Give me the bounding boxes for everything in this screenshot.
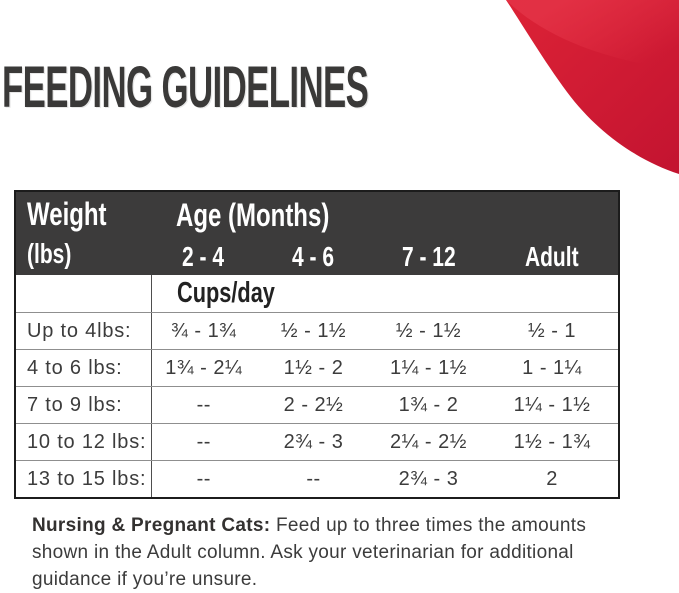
weight-header-cell: Weight (lbs) <box>15 191 151 275</box>
feeding-guidelines-table: Weight (lbs) Age (Months) 2 - 4 4 - 6 7 … <box>14 190 621 499</box>
amount-cell: 1¼ - 1½ <box>371 349 486 387</box>
units-row-empty-cell <box>15 275 151 313</box>
amount-cell: ¾ - 1¾ <box>150 312 256 350</box>
amount-cell: 2¾ - 3 <box>398 467 459 490</box>
units-label-cell: Cups/day <box>150 275 620 313</box>
units-row: Cups/day <box>15 275 620 313</box>
weight-range-label: 4 to 6 lbs: <box>15 349 151 387</box>
amount-cell: 1¼ - 1½ <box>486 386 620 424</box>
table-row: 10 to 12 lbs: -- 2¾ - 3 2¼ - 2½ 1½ - 1¾ <box>15 423 620 461</box>
age-column-4-6: 4 - 6 <box>256 238 371 275</box>
amount-cell: 2¼ - 2½ <box>371 423 486 461</box>
footnote-bold-lead: Nursing & Pregnant Cats: <box>32 515 271 536</box>
table-row: 7 to 9 lbs: -- 2 - 2½ 1¾ - 2 1¼ - 1½ <box>15 386 620 424</box>
amount-cell: 1¾ - 2¼ <box>150 349 256 387</box>
amount-cell: 2 - 2½ <box>256 386 371 424</box>
amount-cell: 1¾ - 2 <box>371 386 486 424</box>
age-months-header-label: Age (Months) <box>176 196 330 233</box>
amount-cell: -- <box>306 467 321 490</box>
amount-cell: 1½ - 1¾ <box>486 423 620 461</box>
amount-cell: -- <box>150 386 256 424</box>
page-title: FEEDING GUIDELINES <box>2 55 369 120</box>
table-row: 4 to 6 lbs: 1¾ - 2¼ 1½ - 2 1¼ - 1½ 1 - 1… <box>15 349 620 387</box>
age-months-header-cell: Age (Months) <box>151 191 620 238</box>
age-column-7-12: 7 - 12 <box>371 238 486 275</box>
footnote-line-1: Nursing & Pregnant Cats: Feed up to thre… <box>32 512 662 539</box>
table-header: Weight (lbs) Age (Months) 2 - 4 4 - 6 7 … <box>15 191 620 275</box>
swoosh-main-shape <box>506 0 679 174</box>
weight-range-label: 13 to 15 lbs: <box>27 467 147 490</box>
amount-cell: 1½ - 2 <box>256 349 371 387</box>
amount-cell: ½ - 1½ <box>256 312 371 350</box>
age-column-2-4: 2 - 4 <box>151 238 256 275</box>
weight-range-label: 10 to 12 lbs: <box>15 423 151 461</box>
amount-cell: 2¾ - 3 <box>256 423 371 461</box>
units-label: Cups/day <box>176 277 275 309</box>
weight-range-label: Up to 4lbs: <box>15 312 151 350</box>
footnote: Nursing & Pregnant Cats: Feed up to thre… <box>32 512 662 593</box>
amount-cell: ½ - 1 <box>486 312 620 350</box>
amount-cell: ½ - 1½ <box>371 312 486 350</box>
amount-cell: 2 <box>546 467 558 490</box>
table-row: 13 to 15 lbs: -- -- 2¾ - 3 2 <box>15 460 619 498</box>
weight-header-label: Weight <box>27 196 107 232</box>
weight-range-label: 7 to 9 lbs: <box>15 386 151 424</box>
footnote-line-3: guidance if you’re unsure. <box>32 569 258 590</box>
footnote-line-1-rest: Feed up to three times the amounts <box>270 515 587 536</box>
amount-cell: -- <box>150 423 256 461</box>
age-column-adult: Adult <box>486 238 620 275</box>
amount-cell: 1 - 1¼ <box>486 349 620 387</box>
swoosh-highlight-shape <box>506 0 679 70</box>
footnote-line-2: shown in the Adult column. Ask your vete… <box>32 542 574 563</box>
weight-unit-label: (lbs) <box>27 238 72 269</box>
table-row: Up to 4lbs: ¾ - 1¾ ½ - 1½ ½ - 1½ ½ - 1 <box>15 312 620 350</box>
amount-cell: -- <box>150 460 256 498</box>
